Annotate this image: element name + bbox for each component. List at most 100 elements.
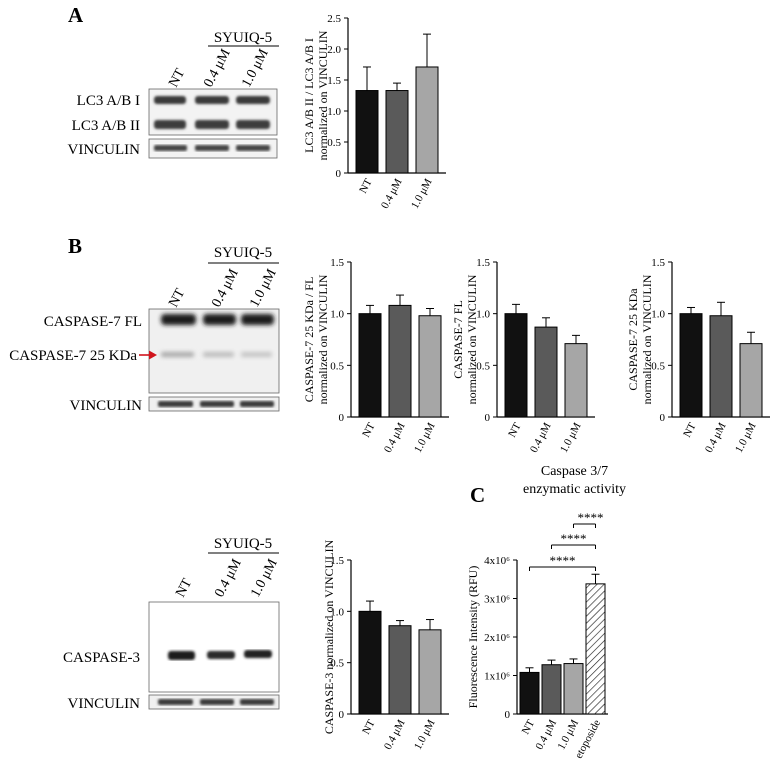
- band: [236, 96, 270, 104]
- lane-label: 0.4 μM: [201, 46, 234, 90]
- band: [236, 120, 270, 129]
- blot-row-label: CASPASE-3: [63, 650, 140, 666]
- bar: [739, 343, 763, 418]
- band: [154, 145, 187, 151]
- y-axis-label: Fluorescence Intensity (RFU): [466, 566, 480, 709]
- significance-label: ****: [550, 553, 576, 568]
- x-tick-label: 0.4 μM: [528, 421, 554, 455]
- band: [195, 145, 229, 151]
- lane-label: 0.4 μM: [212, 556, 245, 600]
- y-tick-label: 0: [485, 412, 491, 424]
- x-tick-label: 1.0 μM: [412, 421, 438, 455]
- panel-label-b: B: [68, 234, 82, 258]
- band: [154, 96, 186, 104]
- lane-label: NT: [166, 66, 188, 90]
- blot-row-label: LC3 A/B I: [77, 93, 140, 109]
- y-tick-label: 1.5: [330, 555, 344, 567]
- bar: [504, 313, 528, 418]
- bar: [415, 66, 439, 174]
- x-tick-label: 0.4 μM: [379, 177, 405, 211]
- band: [241, 314, 274, 325]
- bar: [534, 326, 558, 418]
- x-tick-label: 1.0 μM: [558, 421, 584, 455]
- chart-casp7-25-fl: 0 0.5 1.0 1.5 NT 0.4 μM 1.0 μM CASPASE-7 25 KDa…: [302, 257, 449, 455]
- bar: [418, 629, 442, 715]
- band: [200, 401, 234, 407]
- y-axis-label: CASPASE-3 normalized on VINCULIN: [322, 540, 336, 735]
- y-axis-label: normalized on VINCULIN: [316, 274, 330, 404]
- y-axis-label: normalized on VINCULIN: [640, 274, 654, 404]
- band: [154, 120, 186, 129]
- bar: [519, 671, 540, 715]
- y-tick-label: 1.5: [327, 75, 341, 87]
- y-tick-label: 1x10⁶: [484, 671, 510, 683]
- band: [161, 314, 196, 325]
- band: [161, 352, 194, 357]
- y-tick-label: 0.5: [476, 360, 490, 372]
- treatment-header: SYUIQ-5: [214, 536, 272, 552]
- lane-label: 1.0 μM: [247, 266, 280, 310]
- y-tick-label: 2.5: [327, 13, 341, 25]
- panel-label-a: A: [68, 3, 84, 27]
- band: [158, 699, 193, 705]
- band: [158, 401, 193, 407]
- y-tick-label: 0: [336, 168, 342, 180]
- x-tick-label: 1.0 μM: [412, 718, 438, 752]
- band: [244, 650, 272, 658]
- y-tick-label: 1.5: [476, 257, 490, 269]
- blot-loading-label: VINCULIN: [68, 142, 141, 158]
- band: [241, 352, 272, 357]
- x-tick-label: NT: [360, 421, 378, 440]
- y-tick-label: 0: [660, 412, 666, 424]
- x-tick-label: 0.4 μM: [382, 718, 408, 752]
- lane-label: NT: [166, 286, 188, 310]
- x-tick-label: 1.0 μM: [733, 421, 759, 455]
- arrow-icon: [149, 350, 157, 360]
- chart-casp7-fl: 0 0.5 1.0 1.5 NT 0.4 μM 1.0 μM CASPASE-7 FL norm…: [451, 257, 595, 455]
- treatment-header: SYUIQ-5: [214, 245, 272, 261]
- band: [240, 699, 274, 705]
- y-axis-label: CASPASE-7 25 KDa: [626, 288, 640, 391]
- chart-casp3: 0 0.5 1.0 1.5 NT 0.4 μM 1.0 μM CASPASE-3 normal…: [322, 540, 449, 752]
- blot-row-label: CASPASE-7 FL: [44, 314, 142, 330]
- y-axis-label: normalized on VINCULIN: [316, 30, 330, 160]
- x-tick-label: 0.4 μM: [703, 421, 729, 455]
- lane-label: 0.4 μM: [209, 266, 242, 310]
- y-tick-label: 2x10⁶: [484, 632, 510, 644]
- significance-label: ****: [578, 510, 604, 525]
- chart-title: Caspase 3/7: [541, 464, 608, 479]
- bar: [563, 663, 584, 715]
- y-axis-label: CASPASE-7 25 KDa / FL: [302, 277, 316, 403]
- panel-label-c: C: [470, 483, 485, 507]
- lane-label: 1.0 μM: [248, 556, 281, 600]
- y-tick-label: 3x10⁶: [484, 594, 510, 606]
- bar: [585, 583, 606, 715]
- band: [240, 401, 274, 407]
- blot-membrane: [148, 601, 280, 693]
- y-axis-label: LC3 A/B II / LC3 A/B I: [302, 38, 316, 153]
- x-tick-label: 0.4 μM: [382, 421, 408, 455]
- y-tick-label: 1.0: [330, 606, 344, 618]
- bar: [358, 610, 382, 715]
- y-tick-label: 4x10⁶: [484, 555, 510, 567]
- y-tick-label: 1.5: [651, 257, 665, 269]
- x-tick-label: NT: [360, 718, 378, 737]
- blot-caspase7: SYUIQ-5 NT 0.4 μM 1.0 μM CASPASE-7 FL CA…: [9, 245, 280, 414]
- y-tick-label: 1.0: [330, 309, 344, 321]
- blot-row-label: CASPASE-7 25 KDa: [9, 348, 137, 364]
- chart-lc3-ratio: 0 0.5 1.0 1.5 2.0 2.5 NT 0.4 μM 1.0 μM LC3 A/B II…: [302, 13, 446, 211]
- x-tick-label: 1.0 μM: [409, 177, 435, 211]
- band: [195, 120, 229, 129]
- x-tick-label: NT: [357, 177, 375, 196]
- y-axis-label: CASPASE-7 FL: [451, 300, 465, 379]
- band: [203, 314, 236, 325]
- x-tick-label: NT: [506, 421, 524, 440]
- bar: [541, 664, 562, 715]
- lane-label: NT: [173, 576, 195, 600]
- y-tick-label: 0.5: [330, 658, 344, 670]
- x-tick-label: NT: [520, 718, 538, 737]
- chart-casp7-25: 0 0.5 1.0 1.5 NT 0.4 μM 1.0 μM CASPASE-7 25 KDa…: [626, 257, 770, 455]
- treatment-header: SYUIQ-5: [214, 30, 272, 46]
